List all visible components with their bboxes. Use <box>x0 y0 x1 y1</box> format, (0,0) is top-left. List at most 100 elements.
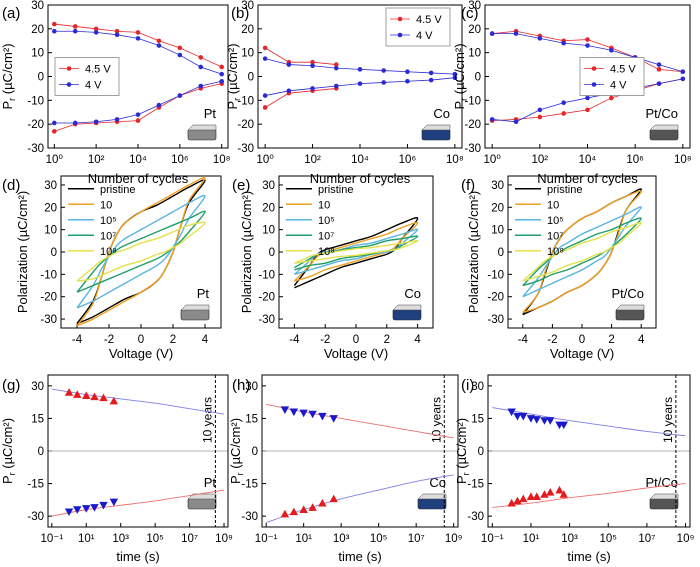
data-line <box>76 221 206 282</box>
marker <box>177 52 183 58</box>
marker <box>546 488 555 496</box>
marker <box>405 78 410 84</box>
marker <box>537 107 543 113</box>
plot-frame <box>484 4 691 149</box>
y-tick-label: 30 <box>262 180 275 192</box>
marker <box>156 102 162 108</box>
y-tick-label: 10 <box>44 225 57 237</box>
y-tick-label: -20 <box>27 119 44 131</box>
marker <box>262 56 268 61</box>
marker <box>428 77 434 83</box>
marker <box>519 494 528 503</box>
marker <box>289 408 299 417</box>
x-tick-label: 4 <box>638 334 645 346</box>
marker <box>310 59 315 65</box>
x-tick-label: 10⁹ <box>677 533 695 545</box>
marker <box>51 129 57 134</box>
plot-frame <box>507 175 657 329</box>
y-tick-label: -10 <box>40 269 57 281</box>
x-tick-label: 10² <box>532 154 549 166</box>
legend-marker <box>591 66 597 71</box>
y-tick-label: 30 <box>241 0 254 12</box>
x-tick-label: -2 <box>547 334 557 346</box>
panel-label: (d) <box>2 177 20 194</box>
y-axis-label: Polarization (µC/cm²) <box>466 191 481 313</box>
legend-label: 4 V <box>85 80 102 92</box>
legend-label: 10⁷ <box>100 230 116 242</box>
panel-label: (i) <box>461 377 474 394</box>
y-tick-label: 10 <box>262 225 275 237</box>
data-line <box>293 217 419 289</box>
marker <box>64 508 74 516</box>
device-icon-top <box>417 493 447 500</box>
y-axis-label: Pr (µC/cm²) <box>225 43 242 109</box>
y-tick-label: 30 <box>31 381 44 393</box>
marker <box>310 86 315 91</box>
x-tick-label: 10⁻¹ <box>40 533 63 545</box>
y-label-subscript: r <box>7 472 17 475</box>
y-tick-label: 30 <box>468 0 481 12</box>
marker <box>286 62 292 67</box>
y-tick-label: -30 <box>467 511 484 523</box>
x-axis-label: Voltage (V) <box>324 346 388 361</box>
plot-frame <box>487 374 691 528</box>
x-tick-label: 0 <box>353 334 359 346</box>
x-tick-label: -2 <box>104 334 114 346</box>
marker <box>357 81 363 86</box>
marker <box>452 75 458 80</box>
x-tick-label: 10⁷ <box>181 533 198 545</box>
marker <box>156 43 162 48</box>
marker <box>357 67 363 72</box>
legend-label: pristine <box>318 184 353 196</box>
legend-label: 10 <box>100 199 112 211</box>
panel: 10⁰ 10² 10⁴ 10⁶ 10⁸ -30 -20 -10 0 10 20 30(c) Number… <box>452 0 692 186</box>
data-line <box>76 194 206 309</box>
marker <box>219 78 225 84</box>
device-icon-top <box>180 304 210 311</box>
x-axis-label: time (s) <box>116 549 159 564</box>
data-line <box>492 407 686 437</box>
x-tick-label: -4 <box>289 334 300 346</box>
y-label-symbol: P <box>0 475 15 484</box>
marker <box>381 68 387 73</box>
legend-marker <box>591 82 597 87</box>
marker <box>198 55 204 60</box>
data-line <box>51 388 225 415</box>
data-line <box>293 228 419 276</box>
marker <box>585 95 590 101</box>
marker <box>559 421 568 430</box>
marker <box>507 408 516 417</box>
marker <box>72 28 78 34</box>
x-tick-label: 10¹ <box>523 533 540 545</box>
device-icon-top <box>649 124 679 131</box>
y-label-symbol: P <box>454 475 469 484</box>
material-label: Pt/Co <box>645 475 678 490</box>
marker <box>680 69 686 75</box>
x-tick-label: 10⁻¹ <box>481 533 504 545</box>
marker <box>333 62 339 67</box>
y-tick-label: -30 <box>27 511 44 523</box>
y-tick-label: -30 <box>487 314 504 326</box>
x-tick-label: 10⁰ <box>46 154 64 166</box>
x-tick-label: 10⁶ <box>171 154 189 166</box>
marker <box>513 119 519 125</box>
marker <box>51 21 57 27</box>
legend-label: 10⁸ <box>100 246 117 258</box>
y-label-symbol: P <box>225 101 240 110</box>
marker <box>73 506 82 514</box>
y-label-symbol: P <box>452 101 467 110</box>
x-axis-label: Voltage (V) <box>109 346 173 361</box>
legend-label: 10 <box>318 199 330 211</box>
marker <box>519 412 528 421</box>
x-tick-label: 10⁵ <box>146 533 164 545</box>
x-tick-label: 2 <box>608 334 614 346</box>
marker <box>656 81 662 86</box>
marker <box>656 62 662 67</box>
marker <box>310 63 315 69</box>
x-tick-label: 2 <box>170 334 176 346</box>
marker <box>609 47 614 53</box>
marker <box>286 88 292 94</box>
marker <box>114 117 120 122</box>
